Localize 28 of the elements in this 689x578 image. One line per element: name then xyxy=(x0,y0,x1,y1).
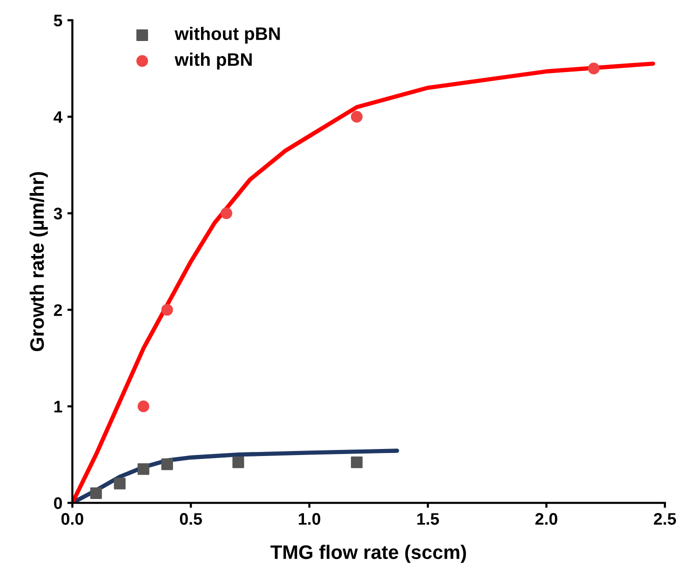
x-axis-title: TMG flow rate (sccm) xyxy=(270,544,466,563)
x-tick-label: 2.5 xyxy=(654,513,676,525)
y-tick-label: 1 xyxy=(54,400,62,412)
point xyxy=(138,400,150,412)
y-tick-label: 0 xyxy=(54,497,62,510)
point xyxy=(350,110,363,123)
y-tick-label: 5 xyxy=(54,14,62,26)
point xyxy=(161,458,173,470)
point xyxy=(161,304,173,316)
legend-label: without pBN xyxy=(174,26,280,44)
x-tick-label: 0.0 xyxy=(61,513,84,525)
y-tick-label: 4 xyxy=(54,111,63,123)
point xyxy=(350,456,363,468)
y-axis-title: Growth rate (µm/hr) xyxy=(30,172,48,352)
y-tick-label: 2 xyxy=(54,304,62,316)
line-series xyxy=(72,448,400,503)
y-tick-label: 3 xyxy=(54,208,62,220)
point xyxy=(138,463,150,475)
x-tick-label: 1.5 xyxy=(417,513,439,525)
x-tick-label: 2.0 xyxy=(535,513,558,525)
point xyxy=(232,456,244,468)
x-tick-label: 0.5 xyxy=(180,513,202,525)
x-tick-label: 1.0 xyxy=(298,513,320,525)
point xyxy=(588,62,600,74)
point xyxy=(220,207,232,220)
point xyxy=(114,478,126,490)
legend-label: with pBN xyxy=(174,52,252,70)
point xyxy=(90,487,102,500)
